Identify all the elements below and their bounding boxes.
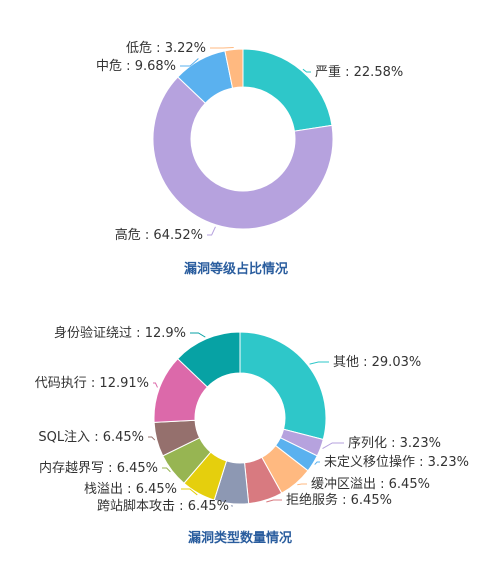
leader-line-8: [148, 436, 156, 441]
leader-line-3: [210, 46, 234, 49]
vuln-type-donut-chart: 其他 : 29.03% 序列化 : 3.23% 未定义移位操作 : 3.23% 缓冲区…: [35, 325, 469, 546]
severity-donut-chart: 严重 : 22.58% 高危 : 64.52% 中危 : 9.68% 低危 : 3.2…: [96, 41, 403, 277]
slice-label-9: 代码执行 : 12.91%: [35, 376, 149, 391]
slice-label-6: 栈溢出 : 6.45%: [84, 482, 177, 497]
slice-label-3: 缓冲区溢出 : 6.45%: [311, 477, 430, 492]
leader-line-7: [162, 467, 171, 473]
leader-line-6: [181, 488, 198, 496]
slice-label-0: 严重 : 22.58%: [315, 64, 403, 80]
slice-type-0[interactable]: [239, 331, 327, 441]
slice-label-2: 未定义移位操作 : 3.23%: [324, 454, 469, 470]
slice-label-4: 拒绝服务 : 6.45%: [286, 492, 392, 508]
slice-label-0: 其他 : 29.03%: [333, 355, 421, 370]
slice-label-7: 内存越界写 : 6.45%: [39, 460, 158, 476]
slice-severity-1[interactable]: [152, 76, 334, 230]
slice-label-1: 高危 : 64.52%: [115, 227, 203, 243]
slice-label-3: 低危 : 3.22%: [126, 41, 206, 56]
slice-label-8: SQL注入 : 6.45%: [38, 430, 144, 445]
slice-label-2: 中危 : 9.68%: [96, 59, 176, 74]
leader-line-2: [180, 58, 199, 67]
slice-label-1: 序列化 : 3.23%: [348, 436, 441, 451]
leader-line-3: [297, 483, 307, 486]
leader-line-0: [309, 361, 329, 365]
slice-severity-0[interactable]: [242, 48, 333, 132]
leader-line-1: [322, 442, 344, 449]
slice-type-10[interactable]: [176, 331, 241, 388]
slice-severity-3[interactable]: [224, 48, 244, 89]
slice-label-10: 身份验证绕过 : 12.9%: [54, 325, 186, 341]
leader-line-1: [207, 226, 216, 236]
severity-chart-title: 漏洞等级占比情况: [184, 261, 288, 277]
vuln-type-chart-title: 漏洞类型数量情况: [188, 530, 292, 546]
leader-line-9: [153, 382, 158, 388]
leader-line-10: [190, 332, 206, 338]
leader-line-4: [266, 499, 282, 503]
leader-line-0: [302, 68, 311, 73]
slice-label-5: 跨站脚本攻击 : 6.45%: [97, 498, 229, 514]
leader-line-2: [314, 461, 320, 465]
